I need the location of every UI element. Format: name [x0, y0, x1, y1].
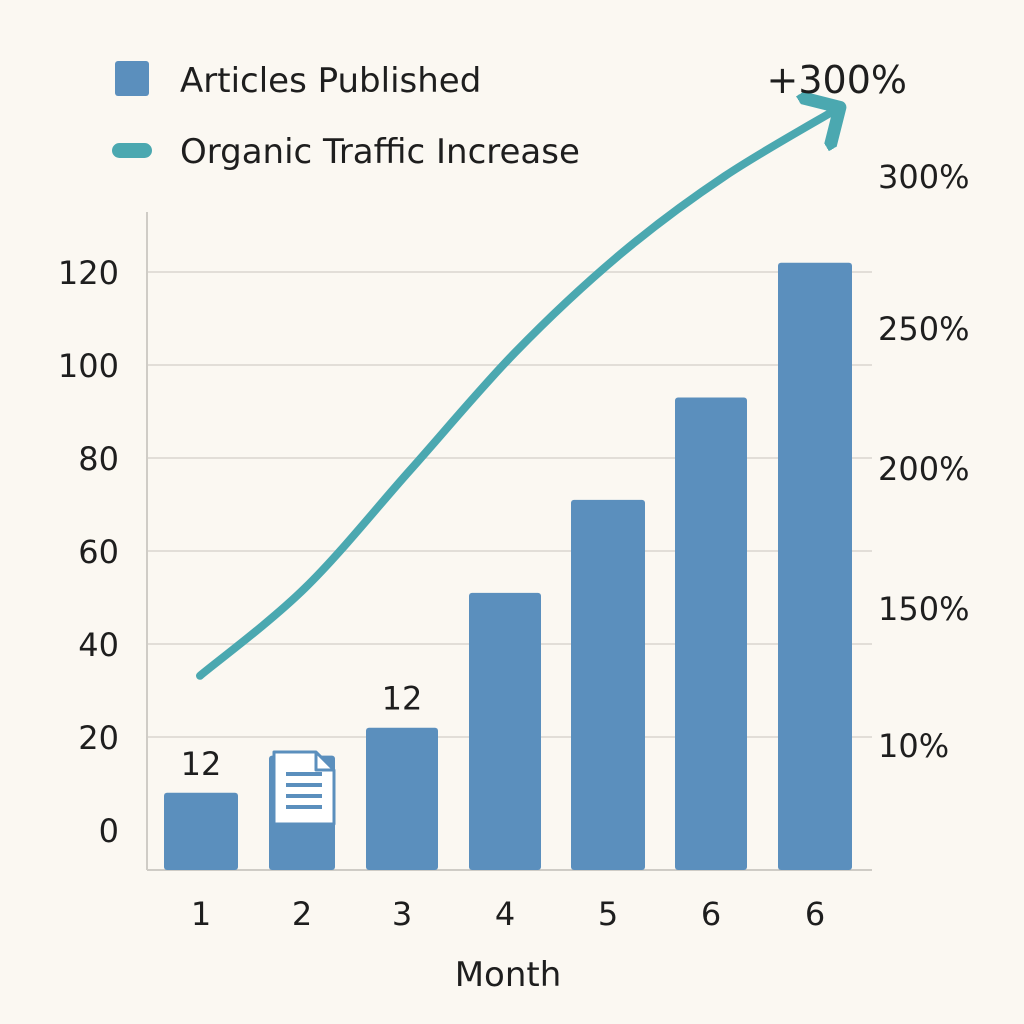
document-page: [272, 750, 336, 826]
x-tick-label: 2: [292, 895, 312, 933]
gridlines: [147, 271, 872, 738]
legend: Articles Published Organic Traffic Incre…: [112, 61, 580, 172]
y-tick-label: 40: [78, 626, 119, 664]
document-fold: [314, 752, 334, 772]
traffic-growth-line: [196, 107, 840, 680]
bar: [675, 397, 747, 870]
y2-tick-label: 200%: [878, 450, 969, 488]
x-tick-label: 3: [392, 895, 412, 933]
bar: [469, 592, 541, 870]
y-tick-label: 0: [99, 812, 119, 850]
traffic-line: [196, 107, 840, 680]
y-tick-label: 80: [78, 440, 119, 478]
x-tick-label: 4: [495, 895, 515, 933]
x-axis-label: Month: [455, 955, 562, 995]
bar: [164, 792, 238, 870]
legend-label-articles: Articles Published: [180, 61, 481, 101]
y2-tick-label: 250%: [878, 310, 969, 348]
document-icon: [272, 750, 336, 826]
x-tick-label: 6: [701, 895, 721, 933]
y2-tick-label: 300%: [878, 158, 969, 196]
x-tick-label: 6: [805, 895, 825, 933]
x-tick-label: 1: [191, 895, 211, 933]
icons: [272, 750, 336, 826]
legend-label-traffic: Organic Traffic Increase: [180, 132, 580, 172]
bar: [778, 262, 852, 870]
y-tick-label: 120: [58, 254, 119, 292]
bar: [571, 499, 645, 870]
bar: [366, 727, 438, 870]
bar-data-labels: 12 12: [181, 680, 423, 783]
bar-data-label: 12: [382, 680, 423, 718]
x-tick-label: 5: [598, 895, 618, 933]
y2-tick-label: 10%: [878, 727, 949, 765]
legend-line-swatch: [112, 143, 152, 158]
legend-bar-swatch: [115, 61, 149, 96]
y-tick-label: 20: [78, 719, 119, 757]
bar-data-label: 12: [181, 745, 222, 783]
y-tick-label: 60: [78, 533, 119, 571]
growth-annotation: +300%: [767, 58, 907, 102]
y2-tick-label: 150%: [878, 590, 969, 628]
bars: [164, 262, 852, 870]
y-tick-label: 100: [58, 347, 119, 385]
